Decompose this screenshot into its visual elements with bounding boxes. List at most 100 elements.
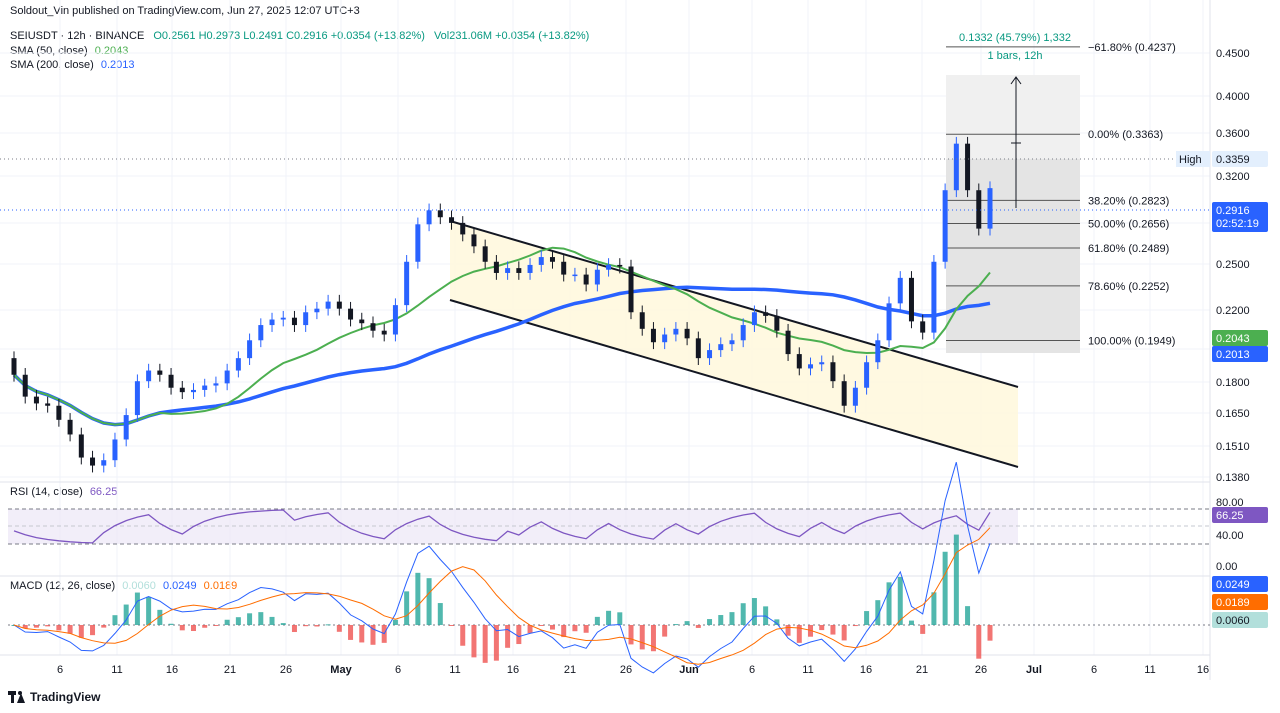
rsi-line[interactable] <box>13 509 991 544</box>
sma50-legend[interactable]: SMA (50, close) 0.2043 <box>10 45 128 57</box>
candle-body <box>852 387 858 406</box>
macd-indicator[interactable] <box>11 462 993 674</box>
channel-lower-line[interactable] <box>449 299 1019 468</box>
candle-body <box>639 312 645 329</box>
publish-header: Soldout_Vin published on TradingView.com… <box>10 5 360 17</box>
candle-body <box>617 264 623 267</box>
macd-histogram-bar <box>224 619 230 625</box>
macd-histogram-bar <box>987 625 993 641</box>
candle-body <box>886 303 892 341</box>
candle-body <box>123 415 129 440</box>
price-tick-label: 0.2500 <box>1216 259 1250 271</box>
sma200-legend[interactable]: SMA (200, close) 0.2013 <box>10 59 134 71</box>
sma200-line[interactable] <box>12 285 991 427</box>
macd-legend[interactable]: MACD (12, 26, close) 0.0060 0.0249 0.018… <box>10 580 237 592</box>
macd-histogram-bar <box>112 615 118 625</box>
candle-body <box>505 268 511 273</box>
candle-body <box>381 330 387 335</box>
macd-legend-hist: 0.0060 <box>122 580 156 592</box>
candle-body <box>112 439 118 461</box>
candle-body <box>348 308 354 320</box>
candle-body <box>90 457 96 466</box>
macd-histogram-bar <box>796 625 802 643</box>
macd-histogram-bar <box>22 625 28 629</box>
candle-body <box>303 312 309 326</box>
candle-body <box>908 277 914 322</box>
rsi-legend-label: RSI (14, close) <box>10 486 83 498</box>
macd-histogram-bar <box>841 625 847 641</box>
sma200-tag-bg <box>1212 346 1268 362</box>
candle-body <box>516 268 522 273</box>
candle-body <box>684 328 690 339</box>
candle-body <box>157 370 163 375</box>
sma50-legend-label: SMA (50, close) <box>10 45 88 57</box>
fib-levels[interactable]: −61.80% (0.4237) 0.00% (0.3363) 38.20% (0.… <box>946 42 1176 348</box>
measure-arrowhead <box>1010 76 1022 85</box>
time-tick-label: 11 <box>111 664 122 676</box>
candle-body <box>437 210 443 218</box>
macd-histogram-bar <box>852 625 858 627</box>
candle-body <box>572 274 578 277</box>
sma200-legend-value: 0.2013 <box>100 59 135 71</box>
macd-histogram-bar <box>78 625 84 638</box>
macd-histogram-bar <box>33 625 39 628</box>
macd-histogram-bar <box>718 615 724 625</box>
sma50-line[interactable] <box>13 246 991 426</box>
last-price-tag-bg <box>1212 202 1268 232</box>
rsi-path <box>13 509 991 544</box>
macd-histogram-bar <box>808 625 814 637</box>
rsi-tag: 66.25 <box>1216 510 1244 522</box>
macd-histogram-bar <box>67 625 73 634</box>
candle-body <box>235 358 241 371</box>
macd-histogram-bar <box>908 620 914 625</box>
candle-body <box>763 312 769 316</box>
candle-body <box>134 381 140 416</box>
time-axis[interactable]: 6 11 16 21 26 May 6 11 16 21 26 Jun 6 11 16 21 26 Jul 6 11 1… <box>57 664 1209 676</box>
time-tick-label: 26 <box>975 664 987 676</box>
macd-histogram-bar <box>493 625 499 661</box>
candle-body <box>695 338 701 359</box>
macd-histogram-bar <box>325 624 331 626</box>
time-tick-label: 21 <box>564 664 576 676</box>
time-tick-label: 16 <box>507 664 519 676</box>
macd-histogram-bar <box>976 625 982 659</box>
price-axis[interactable]: 0.45000.40000.36000.32000.28000.25000.22… <box>1216 48 1250 573</box>
candle-body <box>527 264 533 273</box>
sma200-tag: 0.2013 <box>1216 349 1250 361</box>
sma50-legend-value: 0.2043 <box>94 45 129 57</box>
macd-histogram-bar <box>617 612 623 625</box>
macd-histogram-bar <box>146 596 152 625</box>
macd-histogram-bar <box>437 603 443 625</box>
time-tick-label: 6 <box>395 664 401 676</box>
candle-body <box>258 325 264 341</box>
macd-histogram-bar <box>572 625 578 632</box>
macd-histogram-bar <box>392 619 398 625</box>
rsi-tick-label: 40.00 <box>1216 530 1244 542</box>
rsi-legend[interactable]: RSI (14, close) 66.25 <box>10 486 117 498</box>
candle-body <box>785 330 791 355</box>
candle-body <box>168 374 174 388</box>
candle-body <box>314 308 320 313</box>
macd-histogram-bar <box>168 623 174 625</box>
price-tick-label: 0.4000 <box>1216 91 1250 103</box>
high-label-bg <box>1176 151 1210 167</box>
tradingview-footer[interactable]: TradingView <box>8 690 100 704</box>
candles[interactable] <box>11 136 993 473</box>
candle-body <box>179 387 185 393</box>
macd-histogram-bar <box>404 591 410 625</box>
macd-histogram-bar <box>695 625 701 628</box>
macd-histogram-bar <box>628 625 634 645</box>
price-tick-label: 0.3200 <box>1216 171 1250 183</box>
candle-body <box>594 269 600 285</box>
channel-upper-line[interactable] <box>449 220 1019 388</box>
macd-line-path <box>13 462 991 674</box>
symbol-label[interactable]: SEIUSDT · 12h · BINANCE <box>10 30 145 42</box>
high-value-tag-bg <box>1212 151 1268 167</box>
price-tick-label: 0.1650 <box>1216 408 1250 420</box>
macd-histogram-bar <box>314 625 320 627</box>
candle-body <box>864 362 870 388</box>
macd-histogram-bar <box>875 600 881 625</box>
fib-label: 61.80% (0.2489) <box>1088 243 1169 255</box>
candle-body <box>942 190 948 262</box>
